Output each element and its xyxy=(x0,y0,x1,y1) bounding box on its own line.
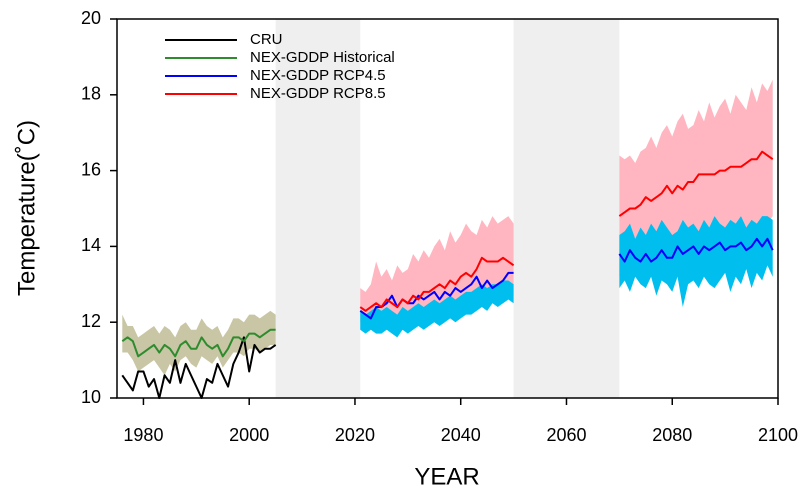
x-tick-label: 2020 xyxy=(335,425,375,445)
x-tick-label: 2080 xyxy=(652,425,692,445)
y-tick-label: 18 xyxy=(81,84,101,104)
legend-label: NEX-GDDP RCP8.5 xyxy=(250,85,386,102)
x-tick-label: 2100 xyxy=(758,425,798,445)
lines xyxy=(121,150,774,399)
y-tick-label: 16 xyxy=(81,159,101,179)
x-tick-label: 2000 xyxy=(229,425,269,445)
series-line xyxy=(359,237,774,320)
series-line xyxy=(359,150,774,312)
plot-frame xyxy=(116,18,779,399)
x-axis-title: YEAR xyxy=(414,463,479,490)
shaded-region xyxy=(513,19,620,398)
bands xyxy=(122,79,773,376)
x-tick-label: 2060 xyxy=(546,425,586,445)
range-band xyxy=(619,216,773,308)
y-tick-label: 20 xyxy=(81,8,101,28)
legend-label: NEX-GDDP Historical xyxy=(250,49,395,66)
x-tick-label: 2040 xyxy=(441,425,481,445)
y-axis-title: Temperature(˚C) xyxy=(13,120,40,296)
legend-label: NEX-GDDP RCP4.5 xyxy=(250,67,386,84)
x-tick-label: 1980 xyxy=(123,425,163,445)
range-band xyxy=(360,280,514,338)
shaded-region xyxy=(275,19,361,398)
series-line xyxy=(121,336,277,399)
y-tick-label: 10 xyxy=(81,387,101,407)
series-line xyxy=(121,328,276,358)
legend-label: CRU xyxy=(250,31,283,48)
y-tick-label: 12 xyxy=(81,311,101,331)
y-tick-label: 14 xyxy=(81,235,101,255)
